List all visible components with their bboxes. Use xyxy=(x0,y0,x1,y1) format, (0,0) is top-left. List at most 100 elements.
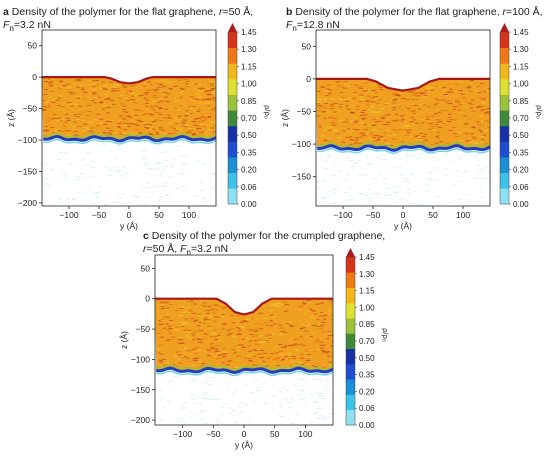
colorbar-bin xyxy=(346,333,355,350)
colorbar-tick-label: 1.15 xyxy=(359,287,375,296)
panel-c-f-symbol: F xyxy=(180,243,187,255)
panel-a-xlabel: y (Å) xyxy=(120,221,138,231)
colorbar-tick-label: 0.50 xyxy=(241,131,257,140)
panel-b-bottom-surface xyxy=(317,144,491,152)
colorbar-extend-arrow xyxy=(346,248,355,257)
colorbar-bin xyxy=(500,125,509,142)
colorbar-label: ρ/ρ₀ xyxy=(535,105,544,119)
panel-a-xtick-label: −50 xyxy=(92,210,107,220)
colorbar-bin xyxy=(500,78,509,95)
panel-a-r-symbol: r xyxy=(218,6,223,18)
panel-c-ylabel: z (Å) xyxy=(119,331,129,349)
colorbar-tick-label: 0.50 xyxy=(359,354,375,363)
panel-b-f-symbol: F xyxy=(286,19,293,31)
panel-b-xtick-label: 0 xyxy=(401,210,406,220)
panel-a-f-sub: n xyxy=(9,24,14,34)
panel-b-letter: b xyxy=(286,6,293,18)
panel-a-transition-band xyxy=(43,132,217,140)
panel-c-ytick-label: −150 xyxy=(131,385,150,395)
panel-b-ytick-label: 50 xyxy=(302,41,312,51)
panel-a-top-surface xyxy=(42,76,216,85)
panel-a: −100 −50 0 50 100 50 0 −50 −100 −150 −200 y (Å) z (Å… xyxy=(6,23,272,231)
colorbar-bin xyxy=(500,110,509,127)
colorbar-bin xyxy=(346,257,355,273)
panel-c-letter: c xyxy=(143,230,149,242)
colorbar-tick-label: 1.00 xyxy=(359,303,375,312)
panel-a-density-texture xyxy=(42,78,216,138)
colorbar-tick-label: 1.30 xyxy=(241,45,257,54)
panel-a-ytick-label: −100 xyxy=(18,135,37,145)
colorbar-tick-label: 0.20 xyxy=(359,387,375,396)
panel-c-bottom-surface xyxy=(156,366,334,375)
colorbar-tick-label: 0.50 xyxy=(513,131,529,140)
colorbar-extend-arrow xyxy=(228,23,237,32)
panel-b-xtick-label: 100 xyxy=(456,210,470,220)
colorbar-bin xyxy=(346,287,355,304)
panel-b-xlabel: y (Å) xyxy=(394,221,412,231)
panel-b-transition-band xyxy=(317,141,491,149)
colorbar-extend-arrow xyxy=(500,23,509,32)
panel-c-ytick-label: −50 xyxy=(136,324,151,334)
colorbar-bin xyxy=(500,32,509,49)
panel-a-ytick-label: 0 xyxy=(32,72,37,82)
panel-a-ylabel: z (Å) xyxy=(6,109,16,127)
panel-b-bottom-halo xyxy=(317,147,491,155)
colorbar-bin xyxy=(500,47,509,64)
colorbar-bin xyxy=(500,141,509,158)
panel-a-xtick-label: 50 xyxy=(154,210,164,220)
panel-a-letter: a xyxy=(3,6,9,18)
colorbar-tick-label: 0.00 xyxy=(241,200,257,209)
colorbar-bin xyxy=(346,409,355,426)
colorbar-tick-label: 0.35 xyxy=(513,148,529,157)
panel-c: −100 −50 0 50 100 50 0 −50 −100 −150 −200 y (Å) z (Å… xyxy=(119,248,390,450)
panel-a-xtick-label: 100 xyxy=(182,210,196,220)
colorbar-tick-label: 0.35 xyxy=(241,148,257,157)
colorbar-tick-label: 0.06 xyxy=(359,404,375,413)
colorbar-bin xyxy=(228,141,237,158)
colorbar-tick-label: 1.15 xyxy=(241,62,257,71)
panel-b-f-sub: n xyxy=(292,24,297,34)
panel-a-ytick-label: −50 xyxy=(23,104,38,114)
colorbar-tick-label: 0.06 xyxy=(513,183,529,192)
colorbar-tick-label: 1.45 xyxy=(513,28,529,37)
panel-c-ytick-label: −100 xyxy=(131,354,150,364)
panel-a-polymer-region xyxy=(42,77,216,141)
panel-a-f-symbol: F xyxy=(3,19,10,31)
colorbar-tick-label: 1.30 xyxy=(513,45,529,54)
colorbar-tick-label: 1.45 xyxy=(241,28,257,37)
panel-a-bottom-surface xyxy=(43,134,217,143)
colorbar-bin xyxy=(346,302,355,319)
colorbar-bin xyxy=(500,188,509,205)
panel-a-title: a Density of the polymer for the flat gr… xyxy=(3,6,253,35)
colorbar-bin xyxy=(228,110,237,127)
panel-b-ytick-label: 0 xyxy=(306,74,311,84)
colorbar-bin xyxy=(228,94,237,111)
colorbar-bin xyxy=(346,318,355,334)
panel-a-bottom-halo xyxy=(43,138,217,145)
panel-c-background xyxy=(158,376,333,425)
colorbar-tick-label: 0.00 xyxy=(359,421,375,430)
colorbar-bin xyxy=(228,188,237,205)
colorbar-bin xyxy=(346,394,355,411)
colorbar-bin xyxy=(228,157,237,174)
panel-c-xtick-label: −100 xyxy=(173,429,192,439)
panel-b-xtick-label: −50 xyxy=(366,210,381,220)
colorbar-tick-label: 0.70 xyxy=(513,114,529,123)
panel-c-f-sub: n xyxy=(186,248,191,258)
panel-c-transition-band xyxy=(156,364,334,371)
colorbar-tick-label: 0.70 xyxy=(359,337,375,346)
panel-b-xtick-label: 50 xyxy=(428,210,438,220)
colorbar-tick-label: 1.00 xyxy=(513,80,529,89)
colorbar-tick-label: 0.20 xyxy=(241,166,257,175)
panel-c-f-value: =3.2 nN xyxy=(190,243,229,255)
colorbar-bin xyxy=(500,94,509,111)
panel-c-ytick-label: −200 xyxy=(131,415,150,425)
colorbar-label: ρ/ρ₀ xyxy=(381,328,390,342)
panel-b-xtick-label: −100 xyxy=(333,210,352,220)
colorbar-tick-label: 0.00 xyxy=(513,200,529,209)
panel-c-ytick-label: 50 xyxy=(141,263,151,273)
colorbar-tick-label: 1.45 xyxy=(359,253,375,262)
panel-b-f-value: =12.8 nN xyxy=(296,19,340,31)
colorbar-tick-label: 1.30 xyxy=(359,270,375,279)
panel-c-title-text: Density of the polymer for the crumpled … xyxy=(151,230,386,242)
